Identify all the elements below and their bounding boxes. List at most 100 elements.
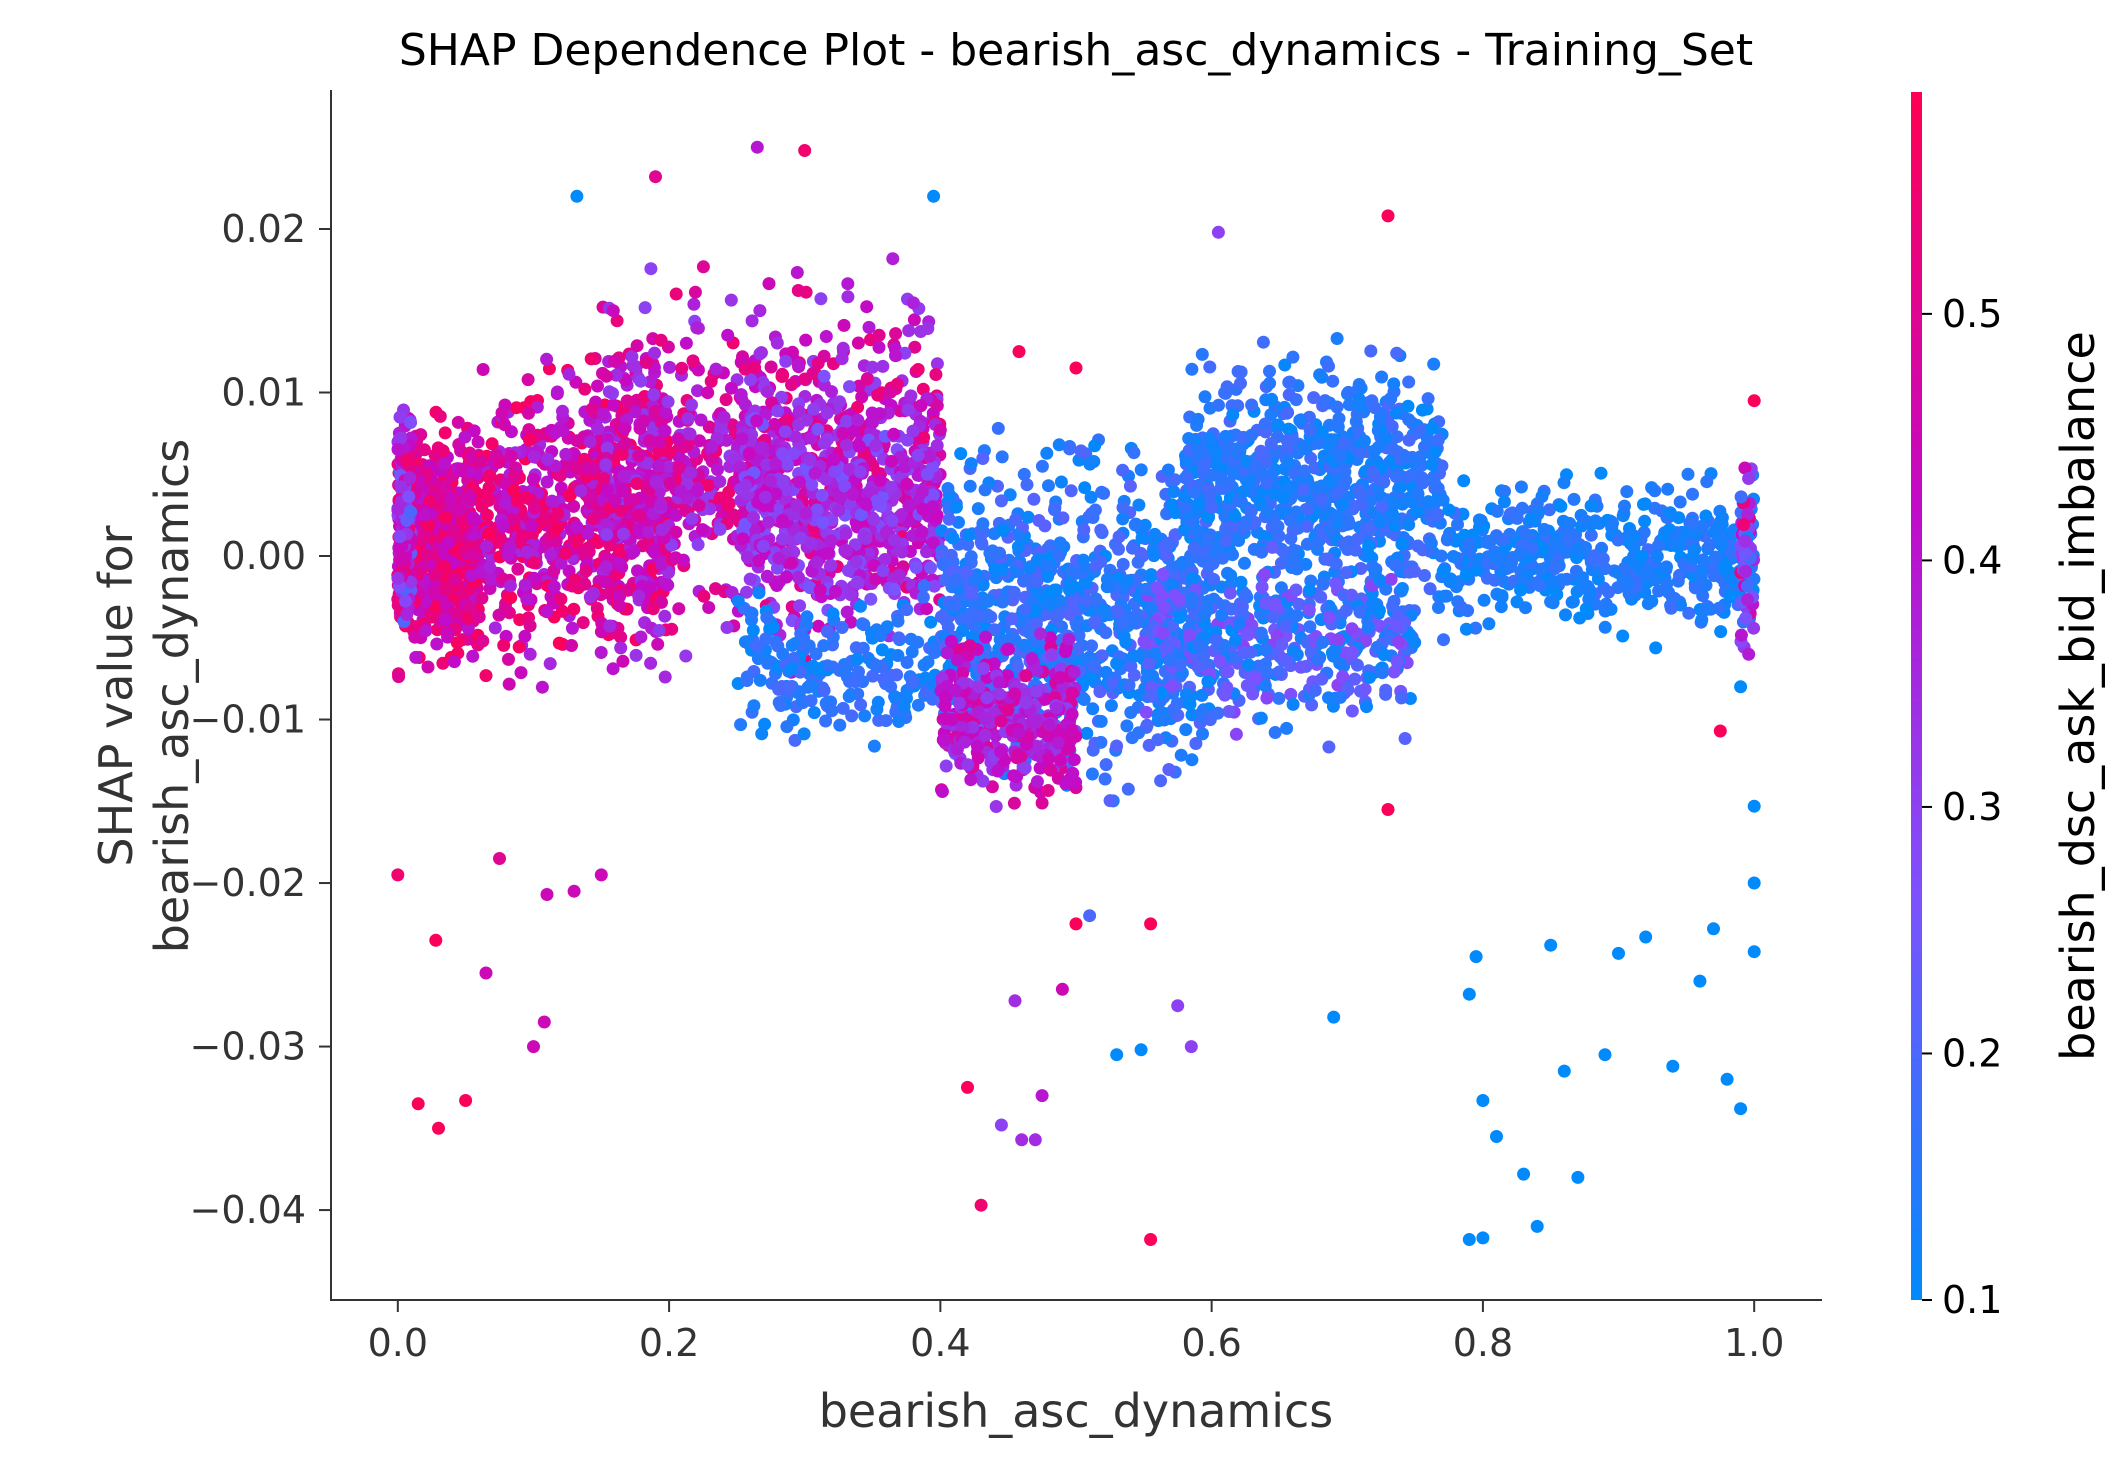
scatter-point-3698 xyxy=(1122,678,1136,692)
scatter-point-2712 xyxy=(776,514,790,527)
scatter-point-1096 xyxy=(502,652,515,666)
scatter-point-533 xyxy=(450,636,464,650)
scatter-point-4975 xyxy=(1298,464,1312,478)
scatter-point-3809 xyxy=(1095,485,1109,499)
scatter-point-2318 xyxy=(761,385,775,399)
scatter-point-595 xyxy=(438,426,452,440)
scatter-point-2253 xyxy=(671,432,685,446)
scatter-point-2229 xyxy=(654,333,668,347)
scatter-point-1593 xyxy=(929,368,943,381)
scatter-point-4955 xyxy=(1197,458,1211,472)
scatter-point-2700 xyxy=(906,424,920,438)
scatter-point-2887 xyxy=(760,610,774,624)
scatter-point-3751 xyxy=(1162,763,1176,776)
scatter-point-3302 xyxy=(1017,467,1031,481)
scatter-point-2629 xyxy=(842,564,855,577)
scatter-point-2321 xyxy=(661,395,675,409)
scatter-point-4169 xyxy=(939,759,953,773)
scatter-point-2694 xyxy=(915,525,929,539)
scatter-point-1427 xyxy=(503,579,517,593)
scatter-point-1328 xyxy=(602,586,616,600)
scatter-point-3117 xyxy=(1064,484,1078,498)
scatter-point-133 xyxy=(471,435,485,449)
scatter-point-2252 xyxy=(933,423,947,437)
scatter-point-4686 xyxy=(1401,399,1415,413)
scatter-point-2914 xyxy=(774,699,788,712)
scatter-point-4839 xyxy=(1402,433,1416,447)
scatter-point-2929 xyxy=(804,694,818,708)
scatter-point-4166 xyxy=(976,661,990,675)
scatter-point-351 xyxy=(409,650,423,664)
scatter-point-1457 xyxy=(930,357,944,371)
scatter-point-1442 xyxy=(474,454,488,468)
scatter-point-3757 xyxy=(949,500,963,514)
scatter-point-3660 xyxy=(1017,638,1031,652)
scatter-point-3440 xyxy=(1052,438,1066,452)
scatter-point-2329 xyxy=(690,321,704,335)
scatter-point-2652 xyxy=(869,439,883,453)
scatter-point-4183 xyxy=(1010,770,1024,784)
scatter-point-2858 xyxy=(924,615,938,629)
scatter-point-1369 xyxy=(613,599,627,613)
scatter-point-3493 xyxy=(1123,479,1137,493)
scatter-point-4135 xyxy=(963,639,977,653)
scatter-point-4809 xyxy=(1281,456,1295,470)
scatter-point-4847 xyxy=(1299,442,1313,456)
scatter-point-1140 xyxy=(606,662,620,676)
scatter-point-2189 xyxy=(902,324,916,338)
scatter-point-2681 xyxy=(846,487,860,501)
scatter-point-4751 xyxy=(1339,474,1353,487)
scatter-point-2536 xyxy=(748,523,761,537)
scatter-point-4144 xyxy=(1059,777,1073,791)
scatter-point-3710 xyxy=(1135,531,1149,545)
scatter-point-2933 xyxy=(746,623,760,637)
scatter-point-3813 xyxy=(972,608,986,622)
scatter-point-4082 xyxy=(1001,642,1015,656)
scatter-point-1330 xyxy=(503,541,517,555)
scatter-point-542 xyxy=(431,441,445,455)
scatter-point-4119 xyxy=(980,691,994,705)
scatter-point-2723 xyxy=(923,449,937,463)
scatter-point-1320 xyxy=(508,469,522,483)
scatter-point-1017 xyxy=(523,647,537,661)
scatter-point-2285 xyxy=(685,512,699,526)
scatter-point-1436 xyxy=(581,526,595,540)
scatter-point-587 xyxy=(466,649,480,663)
scatter-point-4079 xyxy=(964,773,978,787)
scatter-point-2423 xyxy=(788,430,802,444)
scatter-point-3672 xyxy=(1029,617,1043,631)
scatter-point-4680 xyxy=(1257,530,1271,544)
scatter-point-2899 xyxy=(825,704,839,718)
scatter-point-1686 xyxy=(724,381,738,395)
scatter-point-2658 xyxy=(743,572,757,586)
scatter-point-3457 xyxy=(1127,668,1141,682)
scatter-point-2767 xyxy=(917,579,931,593)
scatter-point-1396 xyxy=(547,580,561,594)
scatter-point-2881 xyxy=(900,656,914,669)
scatter-point-3843 xyxy=(993,546,1006,560)
scatter-point-4725 xyxy=(1219,429,1233,443)
scatter-point-1865 xyxy=(694,413,708,427)
scatter-point-3754 xyxy=(1144,568,1158,582)
scatter-point-4890 xyxy=(1394,480,1408,494)
scatter-point-3835 xyxy=(988,623,1001,637)
scatter-point-4938 xyxy=(1245,398,1259,412)
scatter-point-3567 xyxy=(996,595,1010,609)
scatter-point-1618 xyxy=(719,393,733,407)
scatter-point-3736 xyxy=(1043,598,1057,611)
scatter-point-581 xyxy=(438,457,451,471)
scatter-point-2167 xyxy=(851,336,865,350)
scatter-point-3737 xyxy=(1102,579,1116,593)
scatter-point-2842 xyxy=(819,714,833,728)
scatter-point-1566 xyxy=(606,398,620,412)
scatter-point-4577 xyxy=(1390,430,1404,444)
scatter-point-593 xyxy=(408,630,422,644)
scatter-point-1400 xyxy=(550,522,563,536)
scatter-point-3747 xyxy=(1040,446,1054,460)
scatter-point-1415 xyxy=(585,402,599,416)
scatter-point-586 xyxy=(455,464,469,478)
scatter-point-1311 xyxy=(521,373,535,387)
scatter-point-1438 xyxy=(482,527,495,541)
scatter-point-2032 xyxy=(889,327,903,341)
scatter-point-2895 xyxy=(904,632,918,646)
